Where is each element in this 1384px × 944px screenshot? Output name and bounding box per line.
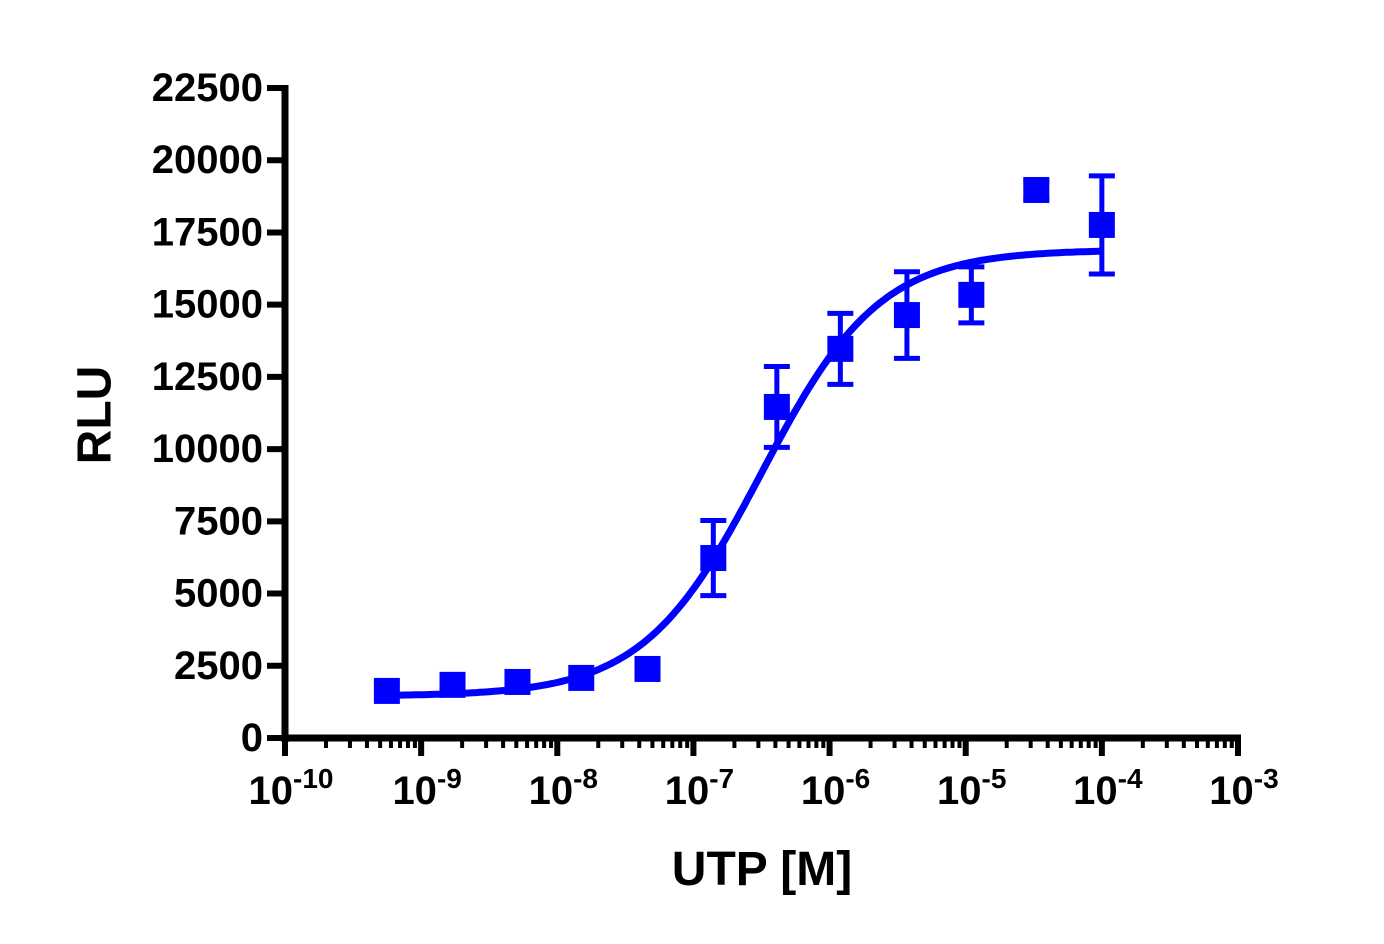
x-axis: 10-10 10-9 10-8 10-7 10-6 10-5 10-4 10-3 [249, 734, 1279, 813]
x-tick-label: 10-3 [1209, 763, 1278, 813]
x-tick-label: 10-10 [249, 763, 334, 813]
data-point [439, 671, 466, 698]
data-point [504, 668, 531, 695]
square-marker [439, 671, 466, 698]
x-tick-label: 10-5 [937, 763, 1006, 813]
data-point [1023, 176, 1050, 203]
x-tick-label: 10-8 [529, 763, 598, 813]
y-tick-label: 17500 [152, 210, 263, 254]
data-point [373, 677, 400, 704]
data-point [700, 517, 727, 599]
y-tick-label: 2500 [174, 644, 263, 688]
y-tick-label: 15000 [152, 283, 263, 327]
data-point [893, 269, 920, 361]
square-marker [893, 302, 920, 329]
square-marker [1023, 176, 1050, 203]
data-point [1088, 173, 1115, 277]
fit-curve [386, 247, 1102, 699]
y-tick-label: 7500 [174, 499, 263, 543]
data-points [373, 173, 1115, 704]
y-tick-label: 10000 [152, 427, 263, 471]
x-axis-label: UTP [M] [672, 843, 852, 896]
y-axis-label: RLU [69, 366, 122, 465]
x-tick-label: 10-7 [665, 763, 734, 813]
square-marker [568, 664, 595, 691]
square-marker [634, 655, 661, 682]
square-marker [958, 281, 985, 308]
data-point [568, 664, 595, 691]
y-tick-label: 5000 [174, 572, 263, 616]
square-marker [373, 677, 400, 704]
square-marker [763, 393, 790, 420]
y-tick-label: 12500 [152, 355, 263, 399]
data-point [763, 363, 790, 450]
data-point [827, 310, 854, 387]
square-marker [1088, 211, 1115, 238]
y-tick-label: 20000 [152, 138, 263, 182]
y-tick-label: 0 [241, 716, 263, 760]
y-tick-label: 22500 [152, 66, 263, 110]
data-point [958, 264, 985, 326]
x-tick-label: 10-6 [801, 763, 870, 813]
x-tick-label: 10-9 [392, 763, 461, 813]
x-tick-label: 10-4 [1073, 763, 1143, 813]
y-axis: 0 2500 5000 7500 10000 12500 15000 17500 20000 22… [152, 66, 289, 760]
data-point [634, 655, 661, 682]
square-marker [827, 335, 854, 362]
square-marker [504, 668, 531, 695]
square-marker [700, 545, 727, 572]
